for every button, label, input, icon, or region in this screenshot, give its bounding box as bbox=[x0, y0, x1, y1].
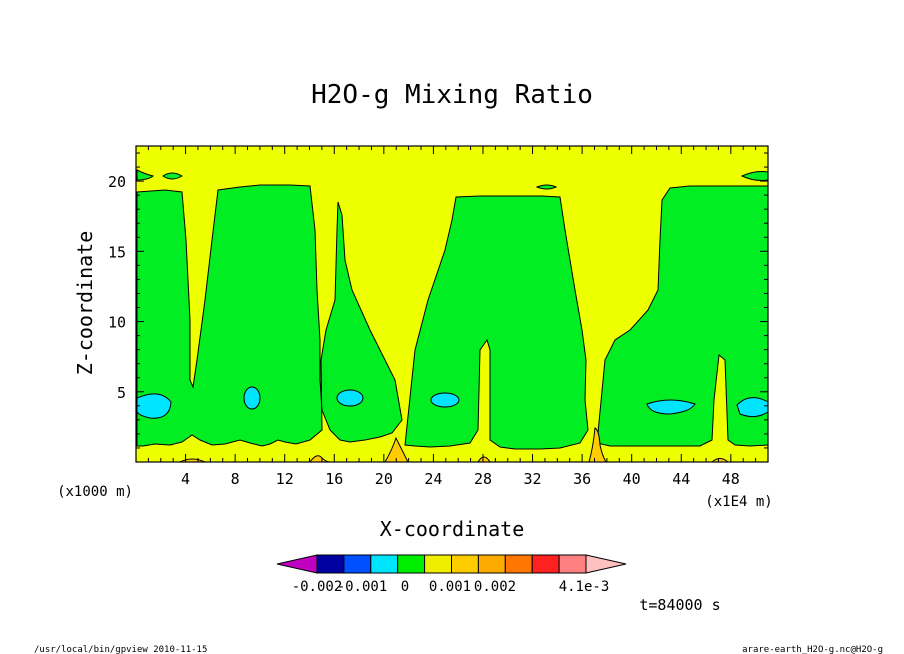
x-tick-label: 48 bbox=[722, 470, 740, 488]
green-region-1 bbox=[136, 184, 403, 447]
colorbar-swatch bbox=[558, 554, 587, 574]
colorbar-level-label: 0.001 bbox=[429, 579, 471, 595]
colorbar-swatch bbox=[343, 554, 372, 574]
x-tick-label: 8 bbox=[231, 470, 240, 488]
colorbar-arrow-left bbox=[276, 554, 318, 574]
x-tick-label: 32 bbox=[524, 470, 542, 488]
cyan-blob-2 bbox=[243, 386, 261, 410]
colorbar-swatch bbox=[504, 554, 533, 574]
green-region-6 bbox=[535, 184, 558, 190]
colorbar-swatch bbox=[424, 554, 453, 574]
x-tick-label: 40 bbox=[623, 470, 641, 488]
x-tick-label: 16 bbox=[325, 470, 343, 488]
plot-frame bbox=[135, 145, 769, 463]
orange-bump-1 bbox=[384, 436, 409, 463]
colorbar-swatch bbox=[531, 554, 560, 574]
orange-bump-2 bbox=[588, 427, 607, 463]
x-tick-label: 4 bbox=[181, 470, 190, 488]
y-axis-ticks: 5 10 15 20 bbox=[108, 152, 768, 449]
y-unit-label: (x1000 m) bbox=[57, 484, 133, 500]
colorbar-arrow-right bbox=[585, 554, 627, 574]
y-tick-label: 20 bbox=[108, 173, 126, 191]
colorbar-swatch bbox=[451, 554, 479, 574]
footer-left: /usr/local/bin/gpview 2010-11-15 bbox=[34, 645, 207, 654]
y-tick-label: 10 bbox=[108, 314, 126, 332]
green-region-5 bbox=[162, 172, 183, 180]
green-regions bbox=[136, 169, 769, 450]
colorbar-level-label: -0.002 bbox=[292, 579, 343, 595]
colorbar-level-label: 0.002 bbox=[474, 579, 516, 595]
y-axis-label: Z-coordinate bbox=[73, 231, 97, 376]
cyan-blob-1 bbox=[136, 393, 172, 419]
colorbar-swatch bbox=[477, 554, 506, 574]
x-tick-label: 20 bbox=[375, 470, 393, 488]
x-tick-label: 36 bbox=[573, 470, 591, 488]
green-region-2 bbox=[404, 195, 589, 450]
colorbar-level-label: 4.1e-3 bbox=[559, 579, 610, 595]
colorbar: -0.002-0.001 0 0.001 0.002 4.1e-3 bbox=[276, 554, 627, 595]
colorbar-swatch bbox=[370, 554, 399, 574]
colorbar-swatch bbox=[397, 554, 426, 574]
y-tick-label: 5 bbox=[117, 384, 126, 402]
x-unit-label: (x1E4 m) bbox=[705, 494, 772, 510]
cyan-blob-5 bbox=[646, 399, 696, 415]
cyan-blob-3 bbox=[336, 389, 364, 407]
x-tick-label: 28 bbox=[474, 470, 492, 488]
x-tick-label: 44 bbox=[672, 470, 690, 488]
colorbar-level-label: -0.001 bbox=[337, 579, 388, 595]
x-tick-label: 12 bbox=[276, 470, 294, 488]
x-tick-label: 24 bbox=[424, 470, 442, 488]
footer-right: arare-earth_H2O-g.nc@H2O-g bbox=[742, 645, 883, 654]
colorbar-swatch bbox=[316, 554, 345, 574]
x-axis-ticks: 4 8 12 16 20 24 28 32 36 40 44 48 bbox=[147, 146, 757, 488]
x-axis-label: X-coordinate bbox=[380, 517, 525, 541]
green-region-4 bbox=[136, 169, 155, 181]
y-tick-label: 15 bbox=[108, 243, 126, 261]
time-label: t=84000 s bbox=[639, 596, 720, 614]
chart-title: H2O-g Mixing Ratio bbox=[311, 80, 593, 110]
cyan-blob-4 bbox=[430, 392, 460, 408]
colorbar-level-label: 0 bbox=[401, 579, 409, 595]
